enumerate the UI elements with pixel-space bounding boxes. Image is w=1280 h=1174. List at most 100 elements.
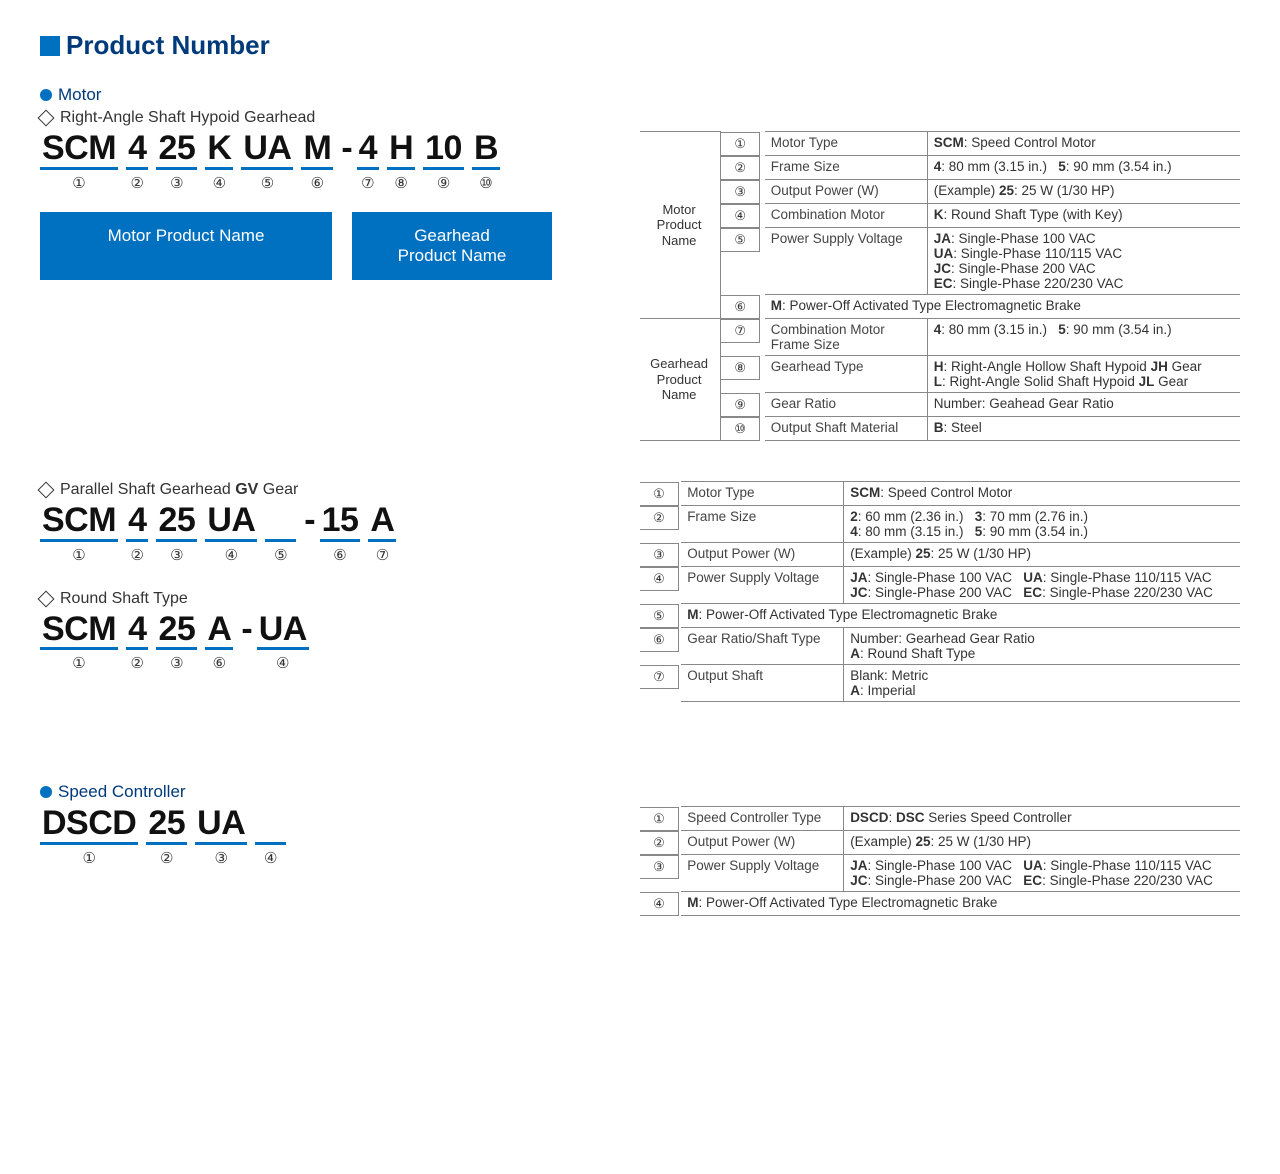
- pn-segment: H⑧: [387, 131, 415, 192]
- row-label: Output Power (W): [681, 543, 844, 567]
- pn-dscd: DSCD①25②UA③ ④: [40, 806, 600, 873]
- pn-segment: 10 ⑨: [423, 131, 464, 192]
- gearhead-product-name-box: Gearhead Product Name: [352, 212, 552, 280]
- pn-segment-index: ④: [225, 546, 238, 564]
- pn-segment-index: ⑦: [376, 546, 389, 564]
- pn-segment-index: ⑤: [274, 546, 287, 564]
- pn-segment-index: ④: [276, 654, 289, 672]
- pn-segment-index: ①: [72, 174, 85, 192]
- pn-segment: UA ③: [195, 806, 247, 867]
- row-desc: Number: Gearhead Gear RatioA: Round Shaf…: [844, 628, 1240, 665]
- variant-parallel-text: Parallel Shaft Gearhead GV Gear: [60, 481, 298, 499]
- pn-segment-index: ②: [131, 174, 144, 192]
- speed-controller-text: Speed Controller: [58, 782, 186, 802]
- row-desc: 4: 80 mm (3.15 in.) 5: 90 mm (3.54 in.): [927, 156, 1240, 180]
- row-label: Output Shaft: [681, 665, 844, 702]
- pn-segment: 4⑦: [357, 131, 379, 192]
- motor-product-name-box: Motor Product Name: [40, 212, 332, 280]
- row-label: Motor Type: [681, 482, 844, 506]
- pn-segment-text: SCM: [40, 503, 118, 542]
- row-desc: JA: Single-Phase 100 VAC UA: Single-Phas…: [844, 567, 1240, 604]
- separator: -: [241, 612, 252, 648]
- row-label: Combination Motor Frame Size: [765, 319, 928, 356]
- pn-segment-text: UA: [257, 612, 309, 651]
- row-index: ⑥: [640, 628, 679, 652]
- motor-subheading-text: Motor: [58, 85, 101, 105]
- pn-segment: 4②: [126, 503, 148, 564]
- pn-segment-text: 25: [156, 131, 197, 170]
- pn-segment-index: ②: [131, 654, 144, 672]
- page-title-text: Product Number: [66, 30, 270, 61]
- pn-segment-index: ②: [131, 546, 144, 564]
- pn-segment-index: ③: [170, 654, 183, 672]
- row-index: ④: [640, 567, 679, 591]
- row-desc: B: Steel: [927, 417, 1240, 441]
- pn-segment: A⑥: [205, 612, 233, 673]
- pn-segment-text: 25: [156, 612, 197, 651]
- row-index: ①: [640, 482, 679, 506]
- row-label: Gearhead Type: [765, 356, 928, 393]
- pn-segment: ⑤: [265, 503, 296, 564]
- speed-controller-subheading: Speed Controller: [40, 782, 1240, 802]
- pn-segment-text: 4: [126, 612, 148, 651]
- pn-segment-text: M: [301, 131, 333, 170]
- dot-icon: [40, 89, 52, 101]
- pn-segment-text: DSCD: [40, 806, 138, 845]
- pn-segment-text: 4: [357, 131, 379, 170]
- row-index: ②: [640, 506, 679, 530]
- row-index: ③: [721, 180, 760, 204]
- row-index: ⑤: [721, 228, 760, 252]
- pn-segment: UA ④: [205, 503, 257, 564]
- pn-segment: B⑩: [472, 131, 500, 192]
- row-index: ③: [640, 543, 679, 567]
- pn-round: SCM①4②25③A⑥-UA④: [40, 612, 600, 679]
- decode-table-hypoid: Motor Product Name①Motor TypeSCM: Speed …: [640, 131, 1240, 441]
- row-label: Output Shaft Material: [765, 417, 928, 441]
- pn-segment-text: 10: [423, 131, 464, 170]
- pn-segment-index: ④: [264, 849, 277, 867]
- pn-segment-index: ⑥: [311, 174, 324, 192]
- pn-segment-index: ⑦: [361, 174, 374, 192]
- pn-segment-index: ①: [72, 546, 85, 564]
- row-index: ⑧: [721, 356, 760, 380]
- pn-segment-text: UA: [241, 131, 293, 170]
- pn-segment-index: ⑥: [333, 546, 346, 564]
- pn-segment-index: ⑤: [261, 174, 274, 192]
- row-index: ⑦: [721, 319, 760, 343]
- row-desc: DSCD: DSC Series Speed Controller: [844, 807, 1240, 831]
- row-desc: SCM: Speed Control Motor: [844, 482, 1240, 506]
- row-label: Gear Ratio/Shaft Type: [681, 628, 844, 665]
- row-desc: JA: Single-Phase 100 VACUA: Single-Phase…: [927, 228, 1240, 295]
- pn-segment-text: 25: [146, 806, 187, 845]
- pn-segment: UA ④: [257, 612, 309, 673]
- pn-segment-text: 15: [320, 503, 361, 542]
- pn-segment: 15 ⑥: [320, 503, 361, 564]
- row-index: ②: [721, 156, 760, 180]
- pn-segment-text: B: [472, 131, 500, 170]
- variant-parallel-title: Parallel Shaft Gearhead GV Gear: [40, 481, 600, 499]
- diamond-icon: [38, 482, 55, 499]
- variant-round-text: Round Shaft Type: [60, 590, 188, 608]
- pn-segment: M⑥: [301, 131, 333, 192]
- pn-segment: K④: [205, 131, 233, 192]
- pn-segment: UA ⑤: [241, 131, 293, 192]
- pn-segment-text: UA: [195, 806, 247, 845]
- pn-segment-index: ⑨: [437, 174, 450, 192]
- row-index: ⑦: [640, 665, 679, 689]
- pn-parallel: SCM①4②25③UA④ ⑤-15⑥A⑦: [40, 503, 600, 570]
- pn-segment-text: SCM: [40, 131, 118, 170]
- row-desc: JA: Single-Phase 100 VAC UA: Single-Phas…: [844, 855, 1240, 892]
- row-label: Motor Type: [765, 132, 928, 156]
- pn-hypoid: SCM①4②25③K④UA⑤M⑥-4⑦H⑧10⑨B⑩: [40, 131, 600, 198]
- row-desc: 2: 60 mm (2.36 in.) 3: 70 mm (2.76 in.)4…: [844, 506, 1240, 543]
- row-index: ①: [640, 807, 679, 831]
- pn-segment-index: ③: [215, 849, 228, 867]
- diamond-icon: [38, 110, 55, 127]
- pn-segment: SCM ①: [40, 503, 118, 564]
- row-desc: Blank: MetricA: Imperial: [844, 665, 1240, 702]
- pn-segment-text: UA: [205, 503, 257, 542]
- row-label: Output Power (W): [765, 180, 928, 204]
- pn-segment-text: 25: [156, 503, 197, 542]
- decode-table-dscd: ①Speed Controller TypeDSCD: DSC Series S…: [640, 806, 1240, 916]
- row-desc: M: Power-Off Activated Type Electromagne…: [765, 295, 1240, 319]
